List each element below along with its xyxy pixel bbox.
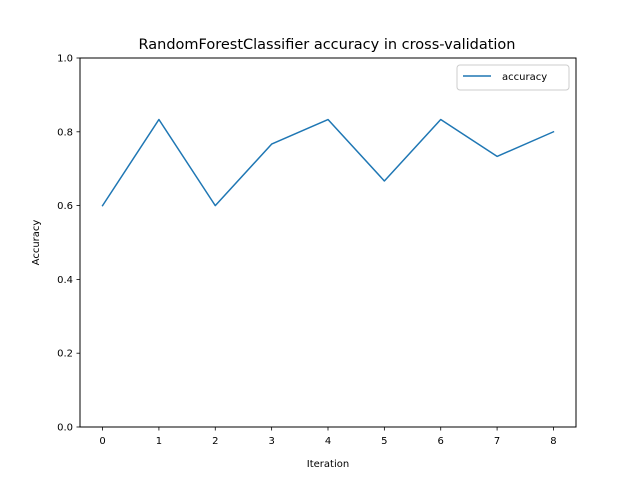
x-axis: 0 1 2 3 4 5 6 7 8 [99,427,557,447]
x-tick-label: 2 [212,436,218,447]
plot-area [79,57,577,428]
y-tick-label: 0.8 [57,127,73,138]
x-tick-label: 7 [494,436,500,447]
series-layer [101,118,555,207]
y-tick-label: 0.2 [57,349,73,360]
x-axis-label: Iteration [307,459,349,470]
x-tick-label: 0 [99,436,105,447]
y-tick-label: 0.4 [57,275,73,286]
y-tick-label: 1.0 [57,54,73,65]
legend-label-accuracy: accuracy [502,72,547,83]
x-tick-label: 1 [156,436,162,447]
legend-box [456,64,570,91]
y-tick-label: 0.0 [57,423,73,434]
y-axis-label: Accuracy [31,220,42,266]
legend: accuracy [456,64,570,91]
chart-title: RandomForestClassifier accuracy in cross… [138,37,515,53]
x-tick-label: 3 [268,436,274,447]
y-axis: 0.0 0.2 0.4 0.6 0.8 1.0 [57,54,80,434]
x-tick-label: 4 [325,436,331,447]
y-tick-label: 0.6 [57,201,73,212]
x-tick-label: 6 [438,436,444,447]
series-line-accuracy [101,118,555,207]
x-tick-label: 8 [550,436,556,447]
x-tick-label: 5 [381,436,387,447]
